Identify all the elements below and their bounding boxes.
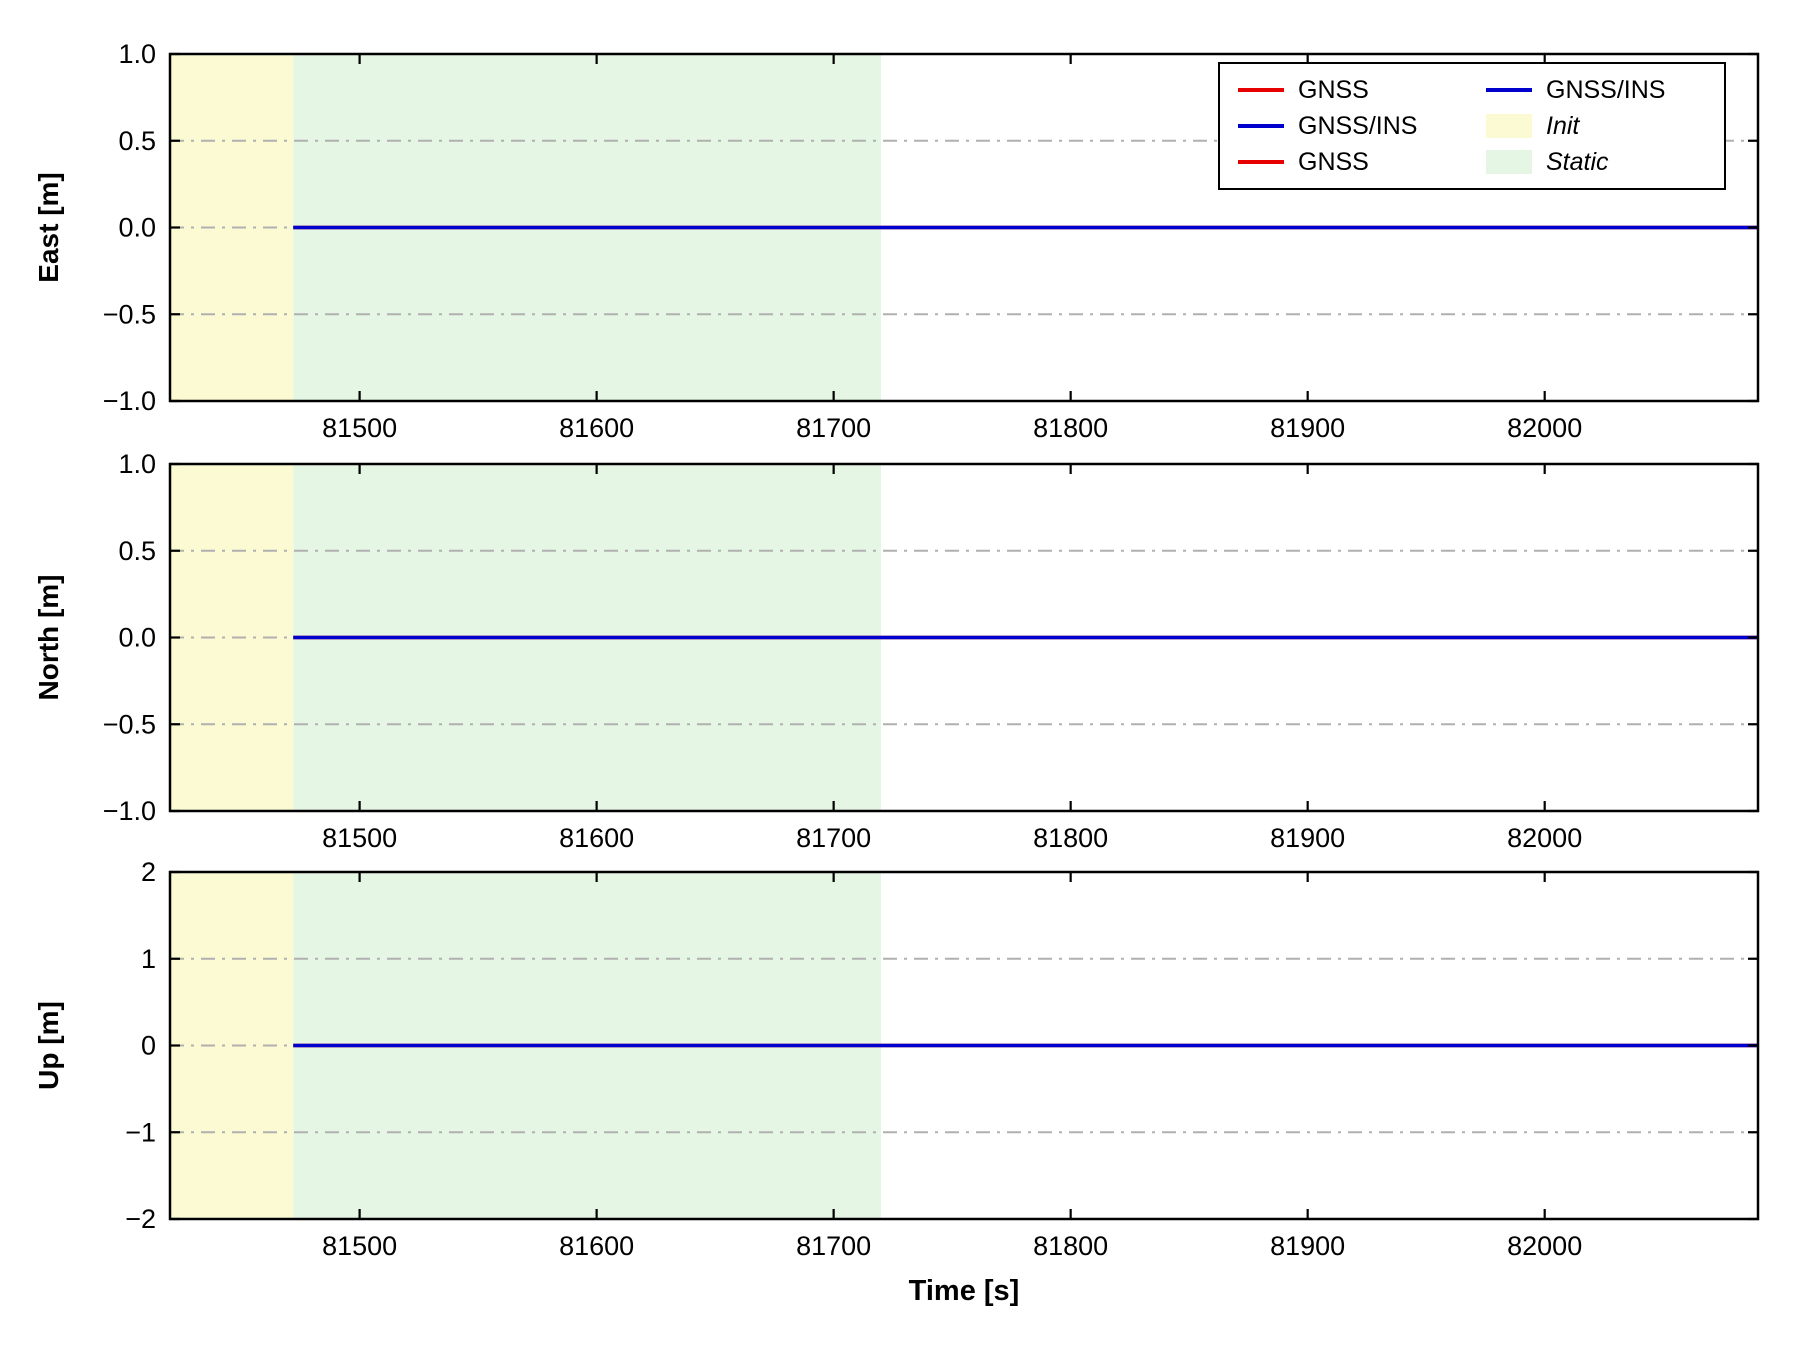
x-tick-label: 81500	[322, 823, 397, 853]
y-tick-label: 0.5	[118, 536, 156, 566]
legend-item-init: Init	[1472, 108, 1720, 144]
y-tick-label: 0.0	[118, 213, 156, 243]
y-axis-label: Up [m]	[33, 1001, 64, 1090]
y-tick-label: 1.0	[118, 449, 156, 479]
legend: GNSS GNSS/INS GNSS GNSS/INS Init St	[1218, 62, 1726, 190]
x-axis-label: Time [s]	[909, 1275, 1020, 1307]
static-region-swatch	[1486, 150, 1532, 174]
gnss-ins-line-swatch	[1238, 124, 1284, 128]
legend-column-1: GNSS GNSS/INS GNSS	[1224, 72, 1472, 180]
x-tick-label: 82000	[1507, 823, 1582, 853]
subplot-east: 81500 81600 81700 81800 81900 82000 −1.0 −0.5 0.…	[33, 39, 1760, 443]
x-tick-label: 81500	[322, 1231, 397, 1261]
y-tick-label: 0	[141, 1031, 156, 1061]
x-tick-label: 81900	[1270, 823, 1345, 853]
x-tick-label: 81700	[796, 823, 871, 853]
subplot-up: 81500 81600 81700 81800 81900 82000 −2 −1 0 1 2 Up …	[33, 857, 1760, 1261]
x-tick-label: 81700	[796, 413, 871, 443]
x-tick-label: 81500	[322, 413, 397, 443]
legend-item-gnss-2: GNSS	[1224, 144, 1472, 180]
x-tick-label: 81600	[559, 1231, 634, 1261]
legend-label: GNSS	[1298, 147, 1369, 176]
x-tick-label: 82000	[1507, 413, 1582, 443]
y-tick-label: 0.5	[118, 126, 156, 156]
x-tick-label: 81800	[1033, 413, 1108, 443]
y-tick-label: 2	[141, 857, 156, 887]
y-tick-label: −2	[125, 1204, 156, 1234]
init-region-swatch	[1486, 114, 1532, 138]
y-axis-label: East [m]	[33, 172, 64, 282]
y-axis-label: North [m]	[33, 575, 64, 701]
gnss-line-swatch	[1238, 160, 1284, 164]
legend-item-static: Static	[1472, 144, 1720, 180]
legend-column-2: GNSS/INS Init Static	[1472, 72, 1720, 180]
legend-item-gnss-1: GNSS	[1224, 72, 1472, 108]
y-tick-label: 1	[141, 944, 156, 974]
legend-label: Init	[1546, 111, 1580, 140]
y-tick-label: −1	[125, 1117, 156, 1147]
y-tick-label: −0.5	[103, 299, 156, 329]
x-tick-label: 81600	[559, 413, 634, 443]
subplot-north: 81500 81600 81700 81800 81900 82000 −1.0 −0.5 0.…	[33, 449, 1760, 853]
gnss-ins-line-swatch	[1486, 88, 1532, 92]
x-tick-label: 81700	[796, 1231, 871, 1261]
y-tick-label: −1.0	[103, 796, 156, 826]
x-tick-label: 81900	[1270, 413, 1345, 443]
legend-label: Static	[1546, 147, 1609, 176]
legend-label: GNSS/INS	[1298, 111, 1418, 140]
x-tick-label: 81600	[559, 823, 634, 853]
y-tick-label: 0.0	[118, 623, 156, 653]
gnss-line-swatch	[1238, 88, 1284, 92]
y-tick-label: −0.5	[103, 709, 156, 739]
y-tick-label: 1.0	[118, 39, 156, 69]
x-tick-label: 81800	[1033, 823, 1108, 853]
legend-label: GNSS/INS	[1546, 75, 1666, 104]
x-tick-label: 82000	[1507, 1231, 1582, 1261]
y-tick-label: −1.0	[103, 386, 156, 416]
legend-item-gnssins-2: GNSS/INS	[1472, 72, 1720, 108]
x-tick-label: 81900	[1270, 1231, 1345, 1261]
x-tick-label: 81800	[1033, 1231, 1108, 1261]
legend-item-gnssins-1: GNSS/INS	[1224, 108, 1472, 144]
legend-label: GNSS	[1298, 75, 1369, 104]
